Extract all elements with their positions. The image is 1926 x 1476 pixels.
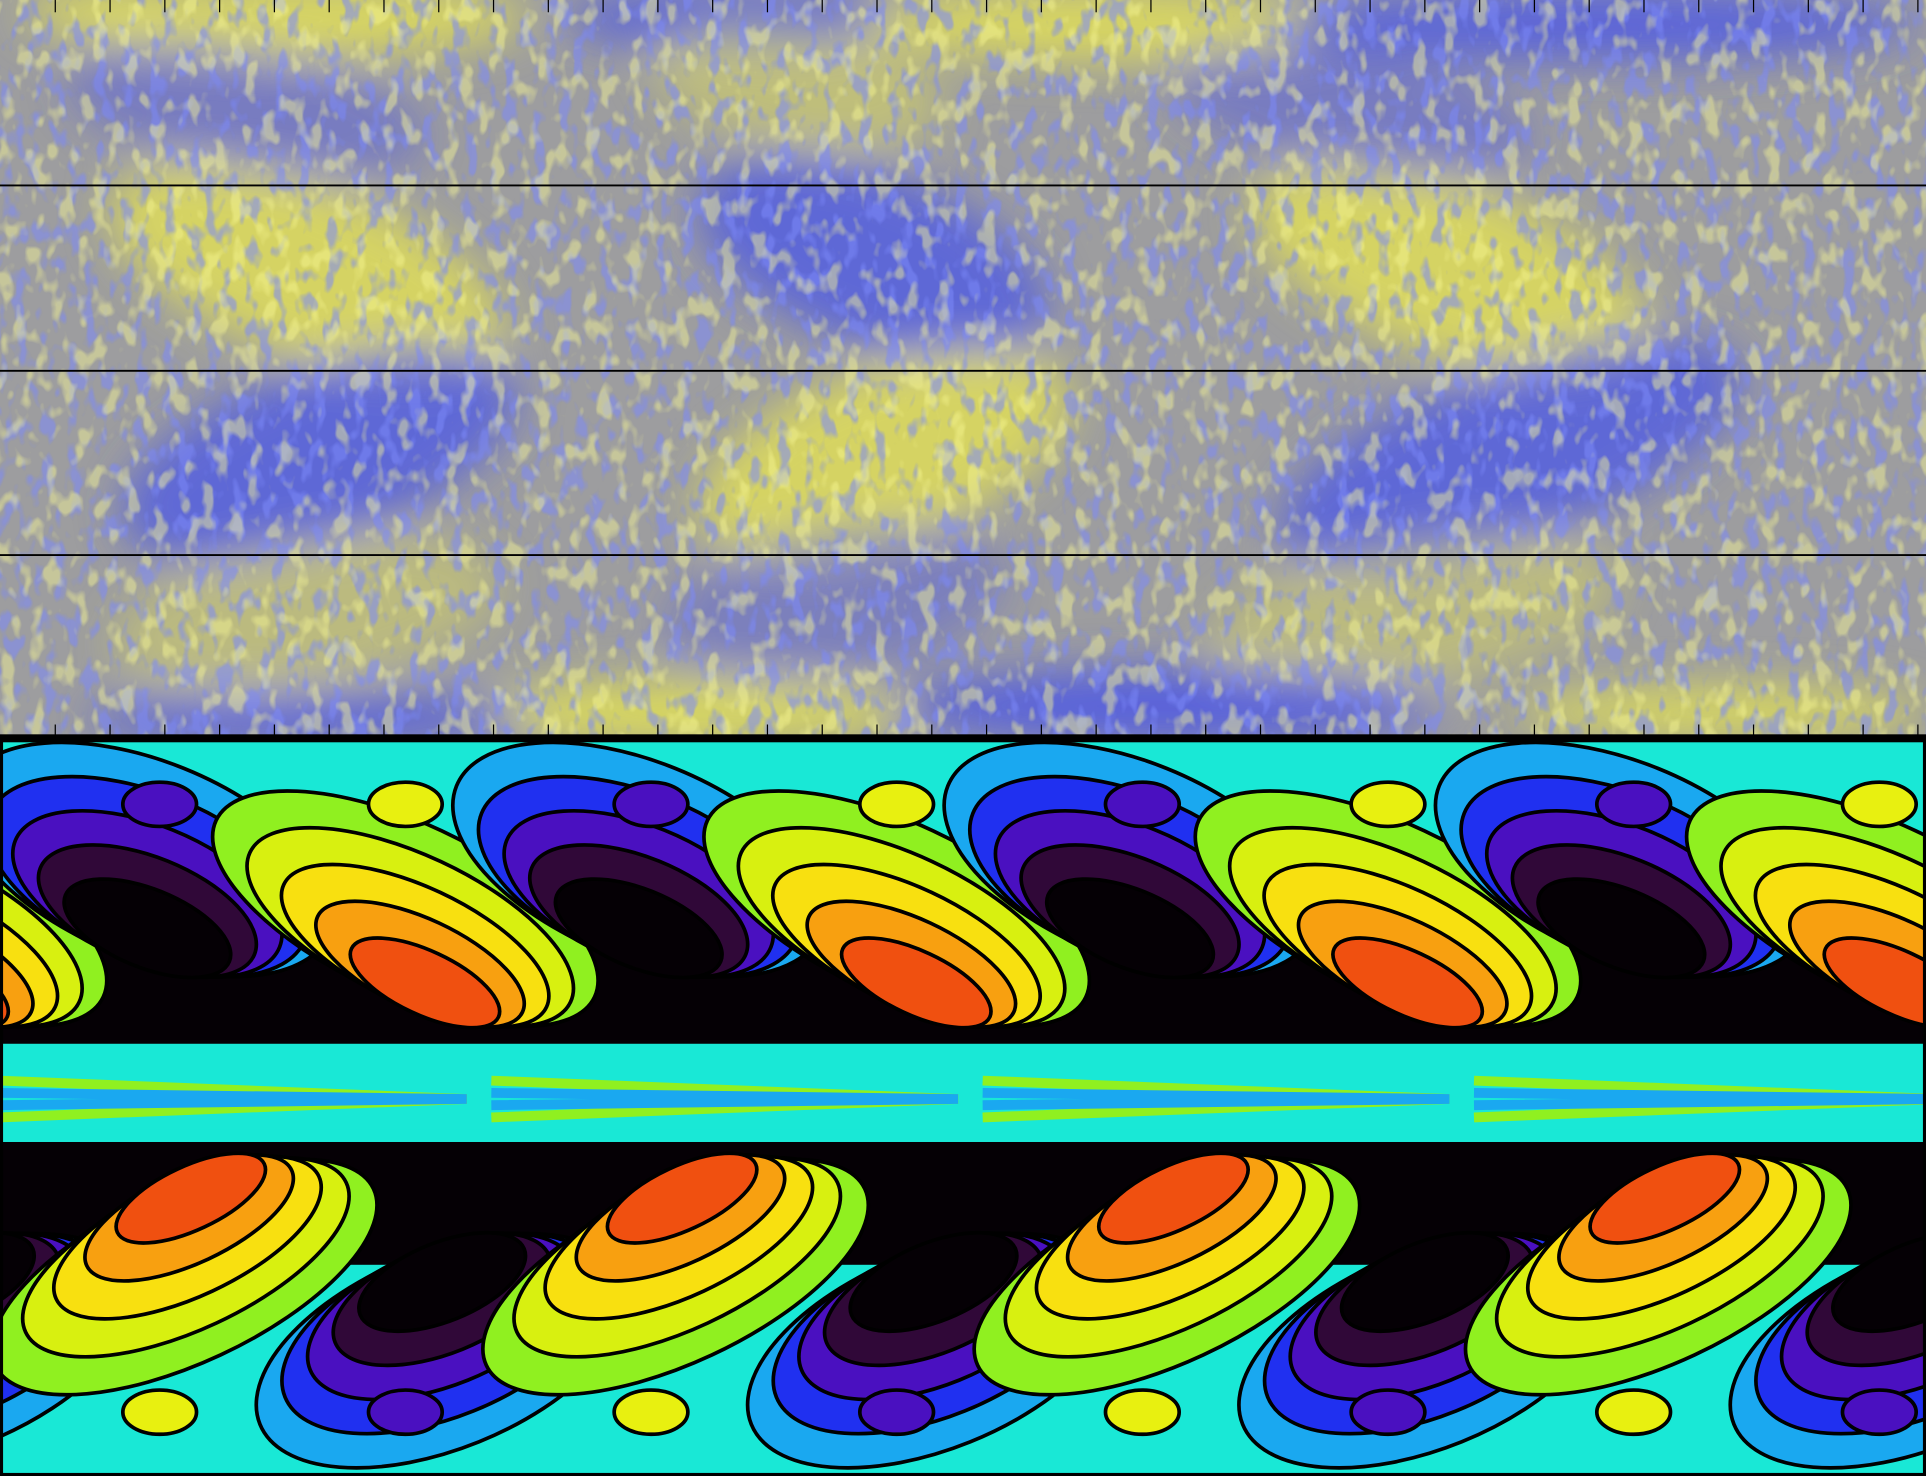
contour <box>839 936 993 1030</box>
contour <box>491 1087 959 1111</box>
contour <box>0 899 35 1030</box>
contour <box>1473 1087 1926 1111</box>
contour <box>1473 1075 1926 1123</box>
contour <box>1840 780 1919 829</box>
contour <box>1594 780 1673 829</box>
contour <box>1822 936 1926 1030</box>
contour <box>366 1388 445 1437</box>
contour <box>1096 1151 1250 1245</box>
contour <box>857 1388 936 1437</box>
contour <box>605 1151 759 1245</box>
contour <box>0 936 11 1030</box>
contour <box>357 1230 528 1334</box>
contour <box>120 1388 199 1437</box>
contour <box>120 780 199 829</box>
contour <box>366 780 445 829</box>
contour <box>1331 936 1485 1030</box>
contour <box>0 1087 467 1111</box>
contour <box>348 936 502 1030</box>
contour <box>1339 1230 1510 1334</box>
contour <box>0 1230 37 1334</box>
contour <box>612 780 690 829</box>
contour <box>1831 1230 1926 1334</box>
panel-divider <box>0 734 1926 741</box>
contour <box>1103 780 1182 829</box>
top-panel <box>0 0 1926 737</box>
speckle-yellow <box>0 0 1926 737</box>
contour <box>1536 877 1707 980</box>
contour <box>1349 1388 1427 1437</box>
bottom-panel <box>0 739 1926 1476</box>
contour <box>0 862 60 1029</box>
contour <box>612 1388 690 1437</box>
contour <box>857 780 936 829</box>
contour <box>1044 877 1216 980</box>
contour <box>982 1087 1450 1111</box>
contour <box>114 1151 268 1245</box>
contour <box>1840 1388 1919 1437</box>
contour <box>1588 1151 1742 1245</box>
contour <box>848 1230 1019 1334</box>
contour <box>62 877 233 980</box>
contour <box>1349 780 1427 829</box>
contour <box>553 877 724 980</box>
contour <box>1594 1388 1673 1437</box>
contour <box>1103 1388 1182 1437</box>
